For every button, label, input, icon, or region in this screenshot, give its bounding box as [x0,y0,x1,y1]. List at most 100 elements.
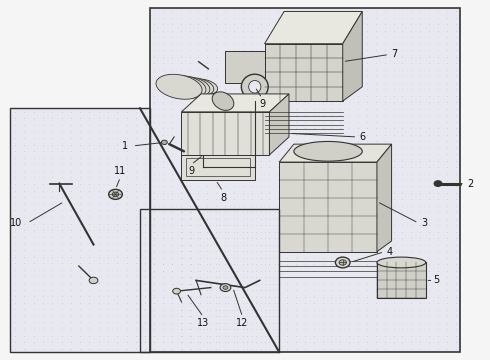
Point [177,307,185,313]
Point [168,333,176,339]
Point [21,109,28,114]
Point [85,300,93,306]
Point [49,313,56,319]
Point [21,227,28,233]
Point [221,320,229,326]
Point [150,8,158,14]
Point [372,73,380,79]
Point [266,268,273,274]
Point [416,190,424,196]
Point [248,28,256,33]
Point [318,67,326,72]
Point [215,209,223,215]
Point [168,248,176,254]
Point [243,333,250,339]
Point [203,184,211,189]
Point [85,313,93,319]
Point [301,34,309,40]
Point [252,268,260,274]
Point [195,314,202,319]
Point [187,339,195,345]
Point [337,145,344,150]
Point [178,287,186,293]
Point [49,208,56,213]
Point [434,54,442,59]
Point [122,287,130,292]
Point [363,327,371,332]
Point [310,86,318,92]
Point [390,184,397,189]
Point [159,229,167,234]
Point [177,346,185,352]
Point [67,135,75,141]
Point [141,175,149,180]
Point [104,346,112,352]
Point [76,194,84,200]
Point [434,248,442,254]
Point [186,138,194,144]
Point [345,8,353,14]
Point [206,222,214,228]
Point [221,216,229,222]
Ellipse shape [156,74,202,99]
Point [234,235,242,241]
Point [169,300,176,306]
Point [407,307,415,313]
Point [416,327,424,332]
Point [58,227,66,233]
Point [49,260,56,266]
Point [398,54,406,59]
Point [390,138,397,144]
Point [327,60,335,66]
Point [85,201,93,207]
Point [11,333,19,338]
Point [354,320,362,326]
Point [327,106,335,112]
Point [345,235,353,241]
Point [257,288,265,293]
Point [224,281,232,287]
Point [443,184,451,189]
Point [292,93,300,98]
Point [21,115,28,121]
Point [168,222,176,228]
Point [113,208,121,213]
Point [104,274,112,279]
Point [354,21,362,27]
Point [398,60,406,66]
Point [274,15,282,21]
Point [67,287,75,292]
Point [434,320,442,326]
Point [150,235,158,241]
Point [407,268,415,274]
Point [21,326,28,332]
Point [141,268,148,274]
Point [221,86,229,92]
Point [398,197,406,202]
Point [425,235,433,241]
Point [257,158,265,163]
Point [141,287,148,293]
Point [372,177,380,183]
Point [132,306,140,312]
Point [212,47,220,53]
Point [318,47,326,53]
Point [39,221,47,226]
Point [141,254,149,260]
Point [381,106,389,112]
Point [434,60,442,66]
Point [39,208,47,213]
Point [177,73,185,79]
Point [141,287,149,292]
Point [95,300,102,306]
Point [67,326,75,332]
Point [363,346,371,352]
Point [58,194,66,200]
Point [76,109,84,114]
Point [372,47,380,53]
Point [11,122,19,128]
Point [196,339,204,345]
Point [443,158,451,163]
Point [398,125,406,131]
Point [76,313,84,319]
